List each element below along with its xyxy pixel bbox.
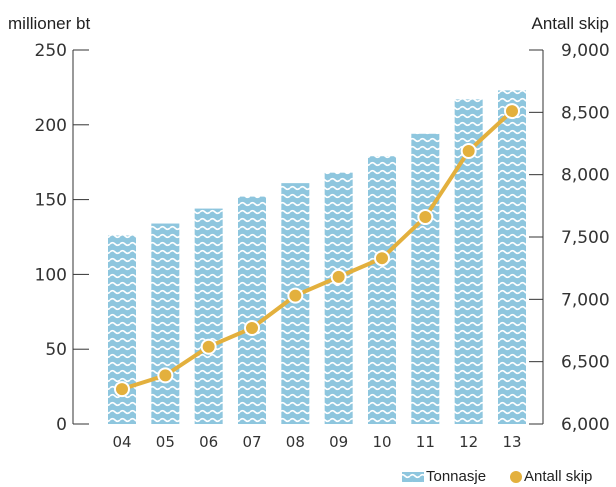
- y-right-tick-label: 7,000: [561, 290, 610, 310]
- legend: Tonnasje Antall skip: [402, 468, 592, 485]
- ship-count-point-11: [417, 209, 434, 226]
- tonnage-bar-10: [368, 156, 396, 424]
- tonnage-bars: [108, 90, 526, 425]
- x-tick-label-04: 04: [112, 433, 131, 451]
- y-right-tick-label: 8,500: [561, 103, 610, 123]
- tonnage-bar-11: [411, 133, 440, 424]
- y-right-tick-label: 8,000: [561, 166, 610, 186]
- ship-count-series-line: [121, 109, 514, 392]
- legend-tonnage-label: Tonnasje: [426, 468, 486, 485]
- y-right-tick-label: 6,500: [561, 353, 610, 373]
- y-right-axis: 6,000 6,500 7,000 7,500 8,000 8,500 9,000: [529, 41, 610, 435]
- y-right-tick-label: 7,500: [561, 228, 610, 248]
- ship-count-point-07: [244, 320, 260, 337]
- y-left-tick-label: 250: [35, 41, 67, 61]
- tonnage-bar-06: [194, 208, 223, 424]
- x-tick-label-13: 13: [502, 433, 521, 451]
- x-tick-label-09: 09: [329, 433, 348, 451]
- y-left-tick-label: 200: [35, 116, 67, 136]
- ship-count-point-12: [460, 142, 477, 159]
- ship-count-point-10: [374, 250, 390, 267]
- legend-ship-count-marker: [510, 471, 522, 483]
- y-right-axis-label: Antall skip: [532, 14, 609, 33]
- x-tick-label-06: 06: [199, 433, 218, 451]
- tonnage-bar-09: [324, 172, 353, 424]
- y-right-tick-label: 9,000: [561, 41, 610, 61]
- ship-count-point-05: [157, 367, 174, 384]
- y-left-tick-label: 150: [35, 191, 67, 211]
- x-tick-label-07: 07: [242, 433, 261, 451]
- legend-ship-count-label: Antall skip: [524, 468, 592, 485]
- y-left-axis: 0 50 100 150 200 250: [35, 41, 89, 435]
- ship-count-point-06: [200, 338, 217, 355]
- x-tick-label-08: 08: [286, 433, 305, 451]
- y-left-tick-label: 50: [45, 340, 67, 360]
- x-tick-label-05: 05: [156, 433, 175, 451]
- tonnage-bar-13: [498, 90, 526, 424]
- tonnage-bar-05: [151, 223, 180, 424]
- legend-tonnage-swatch: [402, 472, 424, 482]
- y-left-axis-label: millioner bt: [8, 14, 90, 33]
- ship-count-point-09: [330, 268, 347, 285]
- ship-count-point-08: [287, 287, 304, 304]
- ship-count-point-13: [504, 103, 520, 120]
- x-axis-tick-labels: 04 05 06 07 08 09 10 11 12 13: [112, 433, 521, 451]
- y-left-tick-label: 100: [35, 265, 67, 285]
- tonnage-bar-07: [238, 196, 266, 424]
- ship-count-line: [114, 103, 520, 398]
- x-tick-label-11: 11: [416, 433, 435, 451]
- ship-count-point-04: [114, 381, 130, 398]
- y-right-tick-label: 6,000: [561, 415, 610, 435]
- y-left-tick-label: 0: [56, 415, 67, 435]
- x-tick-label-10: 10: [372, 433, 391, 451]
- x-tick-label-12: 12: [459, 433, 478, 451]
